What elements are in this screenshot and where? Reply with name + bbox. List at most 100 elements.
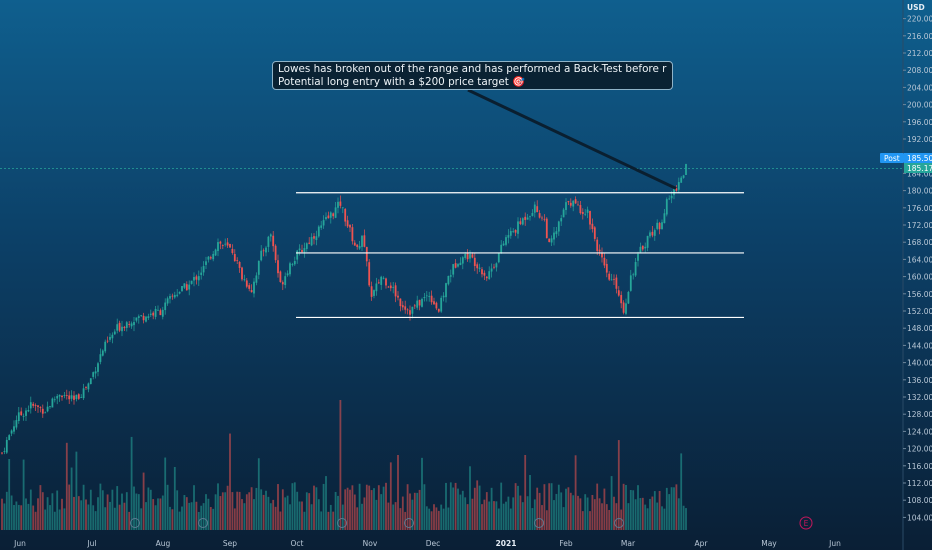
volume-bar bbox=[670, 487, 673, 530]
post-price-badge: Post 185.50 bbox=[880, 153, 932, 163]
candle-body bbox=[262, 250, 265, 252]
volume-bar bbox=[382, 486, 385, 530]
candle-body bbox=[433, 301, 435, 305]
candle-body bbox=[569, 202, 572, 206]
svg-text:185.50: 185.50 bbox=[907, 154, 932, 163]
volume-bar bbox=[22, 459, 25, 530]
candle-body bbox=[533, 204, 536, 213]
candle-body bbox=[361, 235, 363, 247]
candle-body bbox=[560, 218, 563, 222]
volume-bar bbox=[440, 504, 443, 530]
volume-bar bbox=[49, 505, 51, 530]
volume-bar bbox=[293, 482, 296, 530]
volume-bar bbox=[34, 511, 37, 530]
candle-body bbox=[394, 285, 397, 297]
volume-bar bbox=[135, 493, 138, 530]
volume-bar bbox=[157, 498, 159, 530]
candle-body bbox=[478, 267, 481, 269]
volume-bar bbox=[461, 490, 464, 530]
volume-bar bbox=[656, 502, 659, 530]
volume-bar bbox=[329, 504, 332, 530]
candle-body bbox=[113, 331, 116, 335]
candle-body bbox=[581, 212, 584, 214]
candle-body bbox=[303, 248, 306, 252]
volume-bar bbox=[217, 483, 219, 530]
volume-bar bbox=[538, 492, 541, 530]
candle-body bbox=[279, 271, 282, 283]
candle-body bbox=[488, 271, 491, 280]
candle-body bbox=[392, 286, 395, 288]
y-tick-label: 120.00 bbox=[907, 445, 932, 454]
candle-body bbox=[250, 290, 253, 293]
candle-body bbox=[387, 286, 390, 288]
volume-bar bbox=[17, 504, 20, 530]
volume-bar bbox=[428, 508, 431, 530]
candle-body bbox=[490, 268, 493, 272]
volume-bar bbox=[598, 498, 601, 530]
candle-body bbox=[248, 285, 251, 289]
y-tick-label: 184.00 bbox=[907, 169, 932, 178]
volume-bar bbox=[454, 482, 457, 530]
candle-body bbox=[219, 241, 222, 244]
volume-bar bbox=[401, 496, 404, 530]
candle-body bbox=[649, 232, 651, 237]
candle-body bbox=[334, 207, 337, 218]
volume-bar bbox=[277, 484, 279, 530]
candle-body bbox=[229, 243, 231, 248]
volume-bar bbox=[121, 493, 123, 530]
time-axis[interactable]: Jun Jul Aug Sep Oct Nov Dec 2021 Feb Mar Apr May Jun bbox=[13, 539, 841, 548]
candle-body bbox=[507, 235, 510, 238]
price-axis[interactable]: 220.00 216.00 212.00 208.00 204.00 200.00 196.… bbox=[902, 0, 932, 550]
volume-bar bbox=[1, 498, 3, 530]
candle-body bbox=[73, 395, 75, 400]
volume-bar bbox=[236, 491, 239, 530]
candle-body bbox=[329, 212, 332, 218]
candle-body bbox=[41, 408, 44, 414]
candle-body bbox=[293, 261, 296, 265]
candle-body bbox=[473, 257, 476, 266]
candle-body bbox=[555, 231, 558, 235]
candle-body bbox=[56, 396, 59, 399]
volume-bar bbox=[171, 509, 174, 530]
volume-bar bbox=[447, 507, 450, 530]
volume-bar bbox=[469, 466, 471, 530]
candle-body bbox=[512, 231, 515, 233]
candle-body bbox=[121, 326, 123, 332]
candle-body bbox=[584, 213, 587, 215]
candle-body bbox=[646, 235, 649, 248]
volume-bar bbox=[476, 480, 479, 530]
candle-body bbox=[310, 236, 313, 246]
candle-body bbox=[505, 237, 507, 245]
candle-body bbox=[423, 296, 426, 299]
volume-bar bbox=[483, 499, 486, 530]
candle-body bbox=[435, 302, 438, 309]
candle-body bbox=[509, 231, 512, 236]
volume-bar bbox=[245, 494, 248, 530]
volume-bar bbox=[437, 510, 440, 530]
candle-body bbox=[404, 306, 407, 310]
volume-bar bbox=[145, 502, 147, 530]
candle-body bbox=[375, 283, 378, 292]
volume-bar bbox=[589, 511, 591, 530]
candle-body bbox=[425, 295, 428, 297]
candle-body bbox=[373, 290, 375, 296]
annotation-callout[interactable]: Lowes has broken out of the range and ha… bbox=[272, 61, 673, 90]
volume-bar bbox=[113, 507, 116, 530]
candle-body bbox=[541, 217, 543, 219]
candle-body bbox=[519, 221, 522, 225]
candle-body bbox=[116, 324, 119, 331]
candle-body bbox=[677, 182, 680, 190]
volume-bar bbox=[413, 492, 416, 530]
volume-bar bbox=[661, 506, 663, 530]
volume-bars bbox=[1, 400, 687, 530]
volume-bar bbox=[142, 472, 145, 530]
candle-body bbox=[620, 295, 623, 304]
y-tick-label: 172.00 bbox=[907, 221, 932, 230]
candle-body bbox=[255, 275, 258, 283]
candle-body bbox=[613, 278, 615, 280]
volume-bar bbox=[377, 485, 380, 530]
volume-bar bbox=[509, 508, 512, 530]
candle-body bbox=[32, 403, 35, 406]
candle-body bbox=[133, 322, 135, 326]
